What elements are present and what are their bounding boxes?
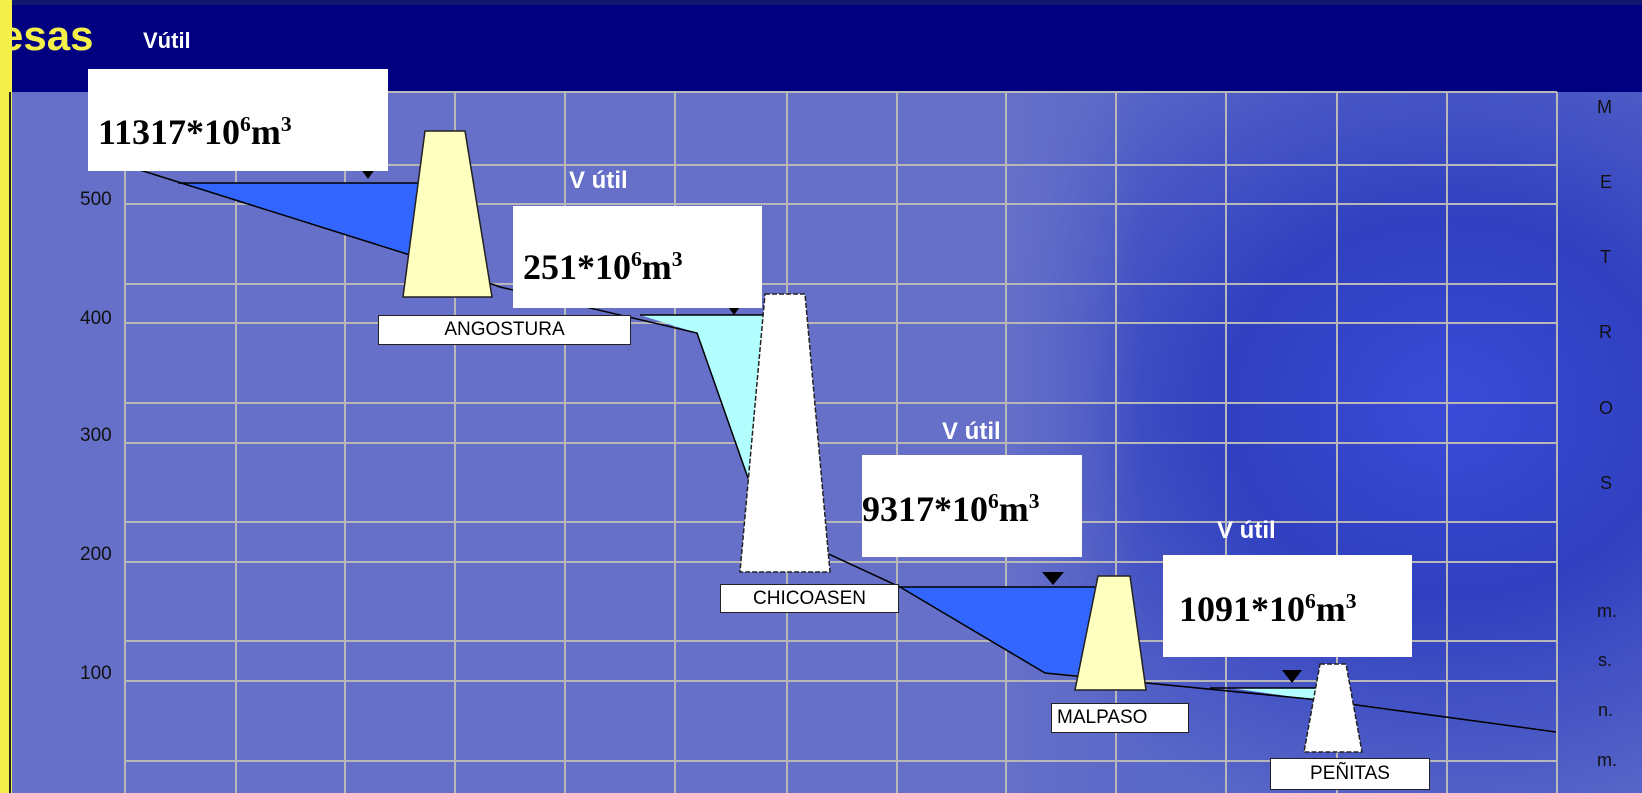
dam-name-chicoasen: CHICOASEN [720, 584, 899, 613]
axis-title-letter: E [1600, 172, 1613, 192]
dam-malpaso [1074, 575, 1147, 691]
reservoir-penitas [1230, 688, 1320, 700]
volume-value: 1091*10 [1179, 589, 1305, 629]
dam-chicoasen [739, 293, 831, 573]
axis-title-letter: T [1600, 247, 1611, 267]
level-marker-penitas [1282, 670, 1302, 683]
header-label: Vútil [143, 28, 191, 53]
volume-unit-exponent: 3 [671, 247, 683, 271]
volume-exponent: 6 [240, 112, 251, 136]
reservoir-malpaso [900, 587, 1095, 675]
dam-name-angostura: ANGOSTURA [378, 315, 631, 345]
dam-penitas [1303, 663, 1363, 753]
volume-value: 9317*10 [862, 489, 988, 529]
y-tick-label: 200 [80, 544, 112, 565]
slide-title: esas [0, 12, 94, 59]
volume-unit: m [1315, 589, 1346, 629]
dam-name-penitas: PEÑITAS [1270, 758, 1430, 790]
dam-name-malpaso: MALPASO [1051, 703, 1189, 733]
axis-title-letter: R [1599, 322, 1612, 342]
volume-unit: m [250, 112, 281, 152]
level-marker-malpaso [1042, 572, 1064, 585]
y-tick-label: 300 [80, 425, 112, 446]
axis-title-letter: S [1600, 473, 1613, 493]
axis-unit-letter: m. [1597, 601, 1617, 621]
axis-title-letter: M [1597, 97, 1612, 117]
axis-unit-letter: n. [1598, 700, 1614, 720]
volume-exponent: 6 [631, 247, 642, 271]
reservoir-chicoasen [640, 315, 765, 480]
volume-value: 11317*10 [98, 112, 241, 152]
volume-value: 251*10 [523, 247, 631, 287]
volume-exponent: 6 [988, 489, 999, 513]
volume-label: V útil [1217, 517, 1276, 544]
volume-unit: m [998, 489, 1029, 529]
axis-unit-letter: m. [1597, 750, 1617, 770]
y-tick-label: 400 [80, 308, 112, 329]
volume-box-malpaso: 9317*106m3 [862, 455, 1082, 557]
volume-box-penitas: 1091*106m3 [1163, 555, 1412, 657]
volume-unit-exponent: 3 [280, 112, 292, 136]
axis-unit-letter: s. [1598, 650, 1613, 670]
volume-label: V útil [569, 167, 628, 194]
volume-box-chicoasen: 251*106m3 [513, 206, 762, 308]
volume-exponent: 6 [1305, 589, 1316, 613]
y-tick-label: 500 [80, 189, 112, 210]
volume-unit-exponent: 3 [1028, 489, 1040, 513]
axis-title-letter: O [1599, 398, 1614, 418]
dam-angostura [402, 130, 493, 298]
y-tick-label: 100 [80, 663, 112, 684]
header-top-line [0, 0, 1642, 5]
volume-unit-exponent: 3 [1345, 589, 1357, 613]
volume-label: V útil [942, 418, 1001, 445]
volume-box-angostura: 11317*106m3 [88, 69, 388, 171]
volume-unit: m [641, 247, 672, 287]
